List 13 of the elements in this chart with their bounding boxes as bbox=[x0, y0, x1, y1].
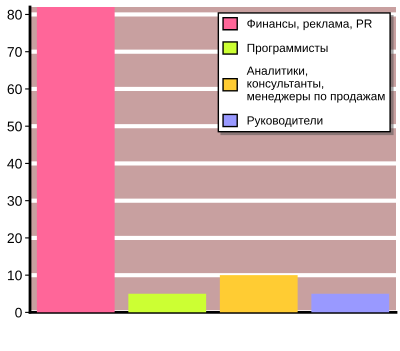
legend-label: Аналитики, консультанты, менеджеры по продажам bbox=[246, 66, 385, 103]
legend-label: Руководители bbox=[248, 116, 322, 127]
legend-label: Финансы, реклама, PR bbox=[247, 20, 372, 30]
y-tick-label: 70 bbox=[8, 47, 22, 57]
y-tick-label: 60 bbox=[8, 84, 22, 94]
legend-label: Программисты bbox=[248, 44, 328, 54]
y-tick-label: 10 bbox=[8, 270, 22, 280]
y-tick-label: 50 bbox=[7, 122, 22, 132]
y-tick-label: 80 bbox=[8, 10, 22, 20]
y-tick-label: 40 bbox=[7, 158, 22, 169]
y-tick-label: 20 bbox=[8, 233, 22, 244]
y-tick-label: 0 bbox=[15, 308, 22, 318]
y-tick-label: 30 bbox=[7, 196, 22, 206]
